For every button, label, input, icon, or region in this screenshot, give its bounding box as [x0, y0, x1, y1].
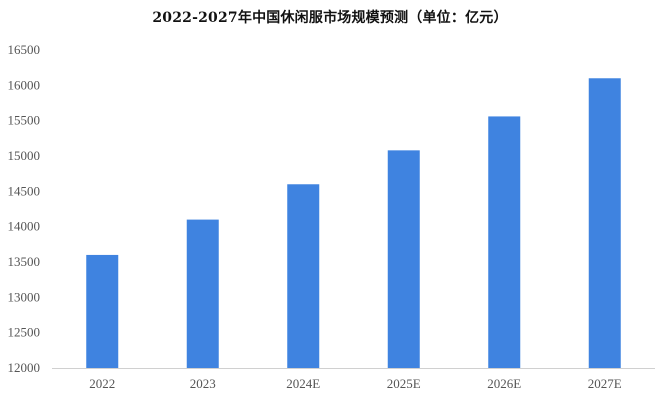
x-tick-label: 2023 — [190, 376, 216, 391]
bar-2026E — [488, 116, 521, 368]
y-tick-label: 15000 — [8, 148, 41, 163]
chart-title: 2022-2027年中国休闲服市场规模预测（单位：亿元） — [152, 10, 508, 26]
y-tick-label: 12500 — [8, 325, 41, 340]
x-tick-label: 2026E — [487, 376, 521, 391]
bar-2023 — [186, 219, 219, 368]
y-tick-label: 14500 — [8, 183, 41, 198]
y-tick-label: 16500 — [8, 42, 41, 57]
y-axis-ticks: 12000 12500 13000 13500 14000 14500 15000 15500… — [8, 42, 41, 375]
x-tick-label: 2027E — [588, 376, 622, 391]
y-tick-label: 15500 — [8, 113, 41, 128]
x-axis-ticks: 2022 2023 2024E 2025E 2026E 2027E — [89, 376, 622, 391]
y-tick-label: 16000 — [8, 77, 41, 92]
y-tick-label: 14000 — [8, 219, 41, 234]
bars — [86, 78, 621, 369]
x-tick-label: 2022 — [89, 376, 115, 391]
y-tick-label: 13500 — [8, 254, 41, 269]
bar-2022 — [86, 254, 119, 368]
x-tick-label: 2025E — [387, 376, 421, 391]
y-tick-label: 12000 — [8, 360, 41, 375]
x-tick-label: 2024E — [286, 376, 320, 391]
y-tick-label: 13000 — [8, 289, 41, 304]
bar-2024E — [287, 184, 320, 368]
bar-2027E — [588, 78, 621, 369]
bar-2025E — [387, 150, 420, 368]
